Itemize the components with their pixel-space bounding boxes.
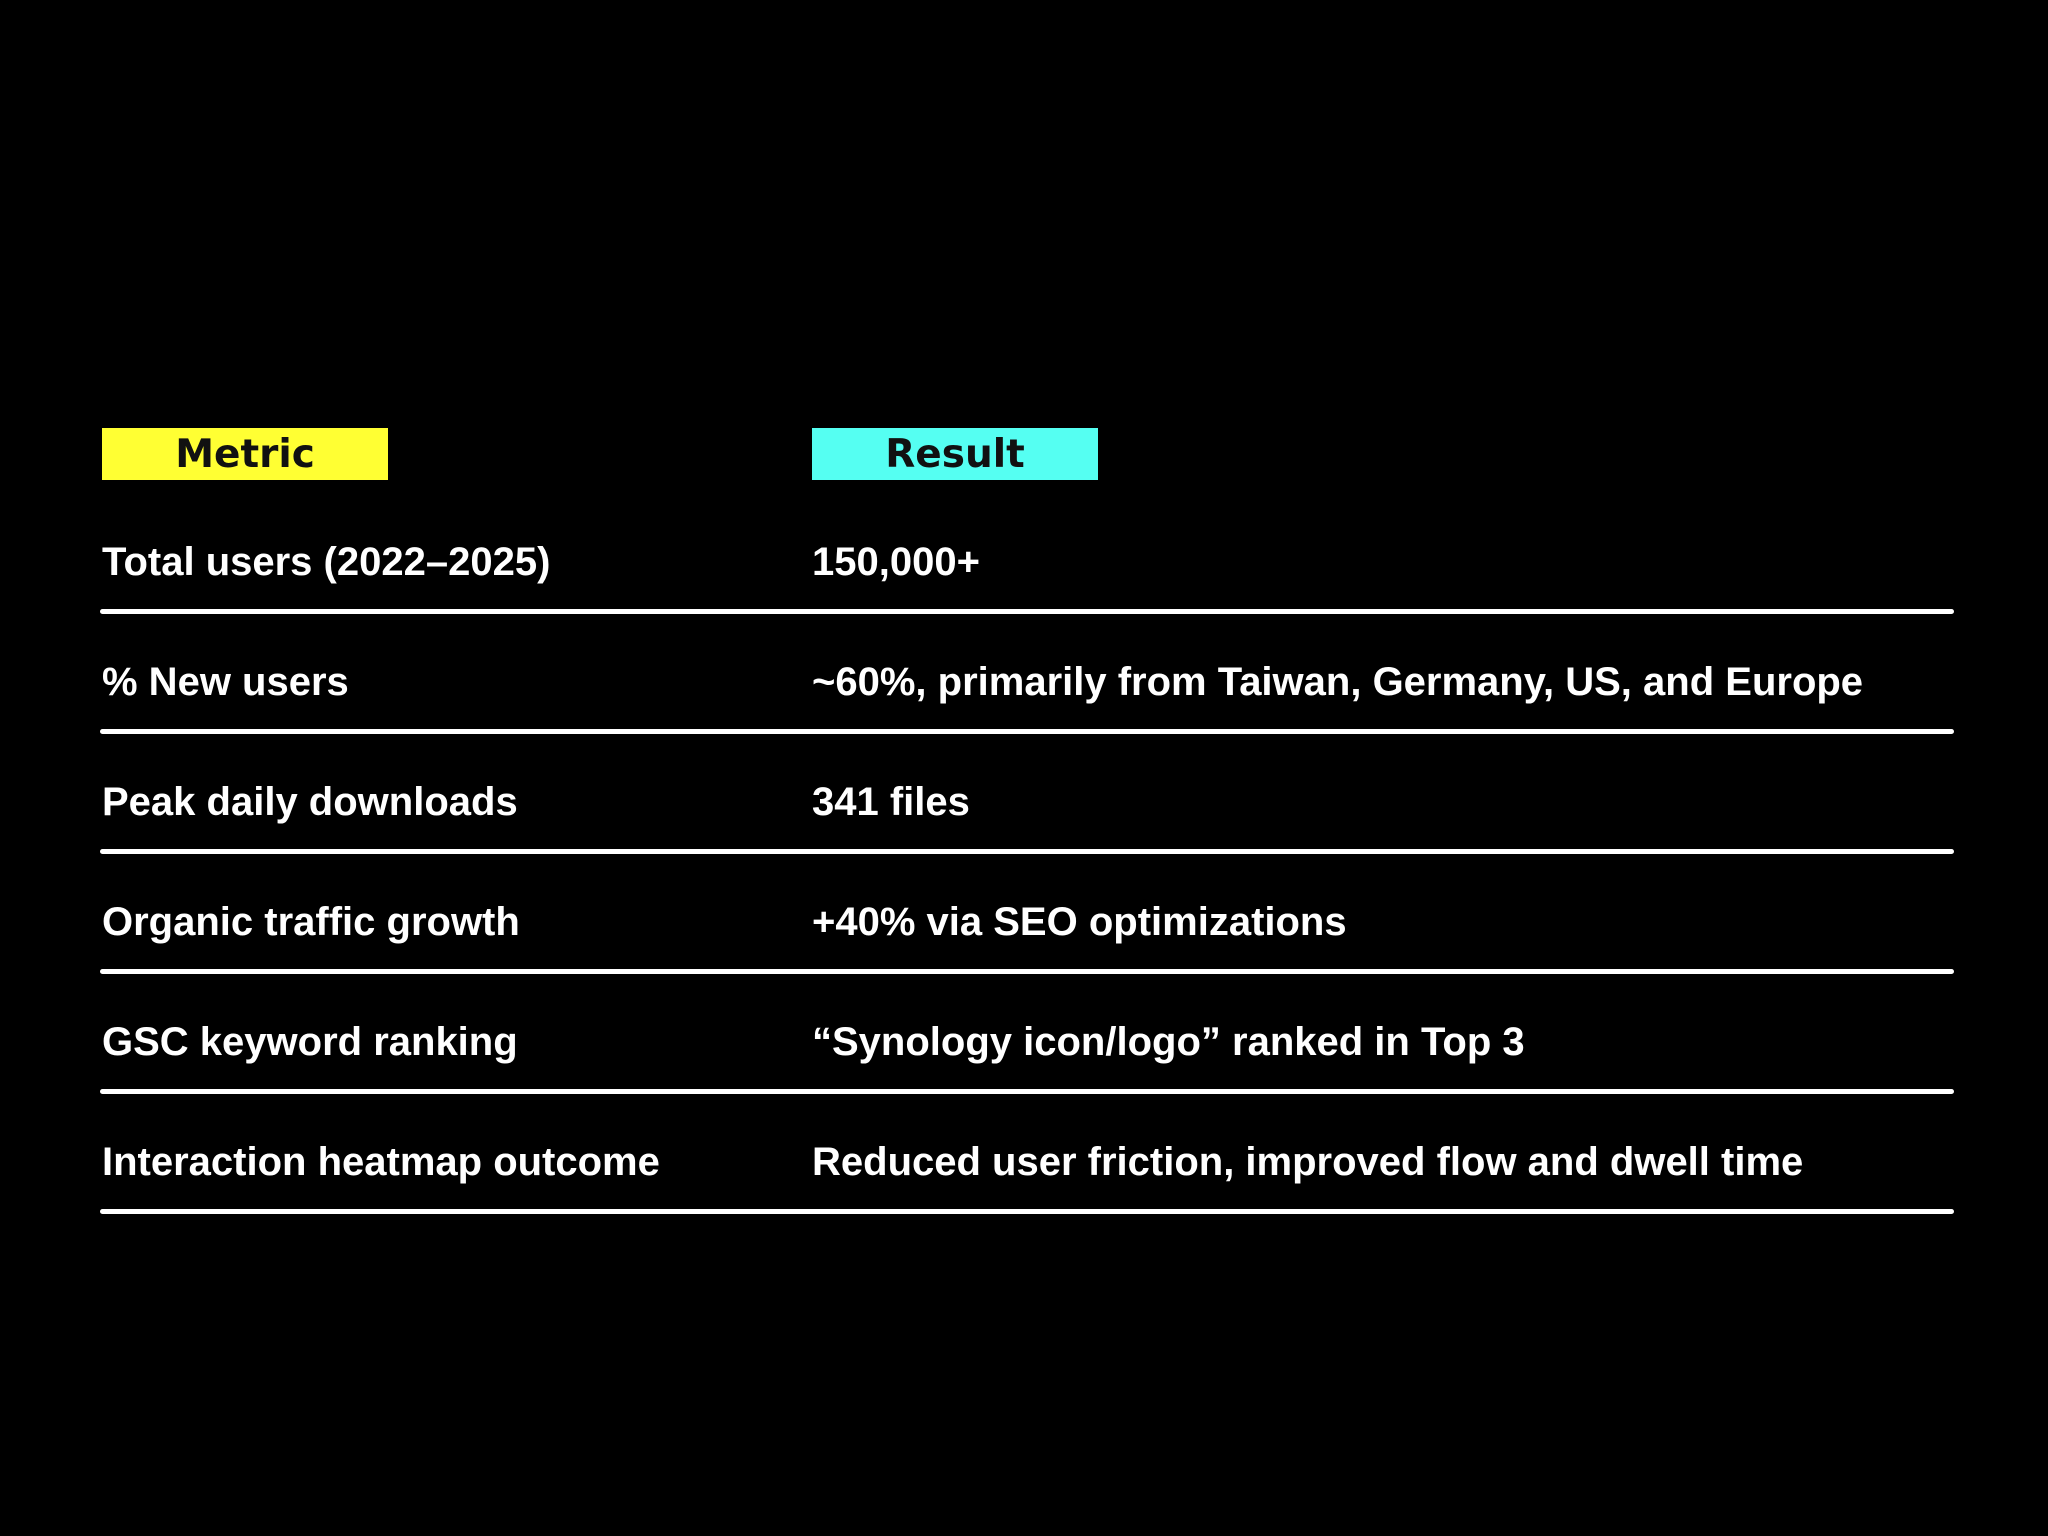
metric-cell: GSC keyword ranking bbox=[102, 1020, 518, 1064]
metric-cell: Interaction heatmap outcome bbox=[102, 1140, 660, 1184]
row-divider bbox=[100, 1089, 1954, 1094]
table-row: Total users (2022–2025) 150,000+ bbox=[100, 515, 1954, 635]
table-row: GSC keyword ranking “Synology icon/logo”… bbox=[100, 995, 1954, 1115]
row-divider bbox=[100, 849, 1954, 854]
result-cell: +40% via SEO optimizations bbox=[812, 900, 1347, 944]
row-divider bbox=[100, 1209, 1954, 1214]
table-row: % New users ~60%, primarily from Taiwan,… bbox=[100, 635, 1954, 755]
metric-cell: Organic traffic growth bbox=[102, 900, 520, 944]
table-row: Peak daily downloads 341 files bbox=[100, 755, 1954, 875]
metric-cell: Total users (2022–2025) bbox=[102, 540, 551, 584]
table-body: Total users (2022–2025) 150,000+ % New u… bbox=[100, 515, 1954, 1235]
table-row: Organic traffic growth +40% via SEO opti… bbox=[100, 875, 1954, 995]
table-header-row: Metric Result bbox=[100, 428, 1954, 480]
row-divider bbox=[100, 729, 1954, 734]
row-divider bbox=[100, 609, 1954, 614]
metric-column-header: Metric bbox=[102, 428, 388, 480]
metric-cell: Peak daily downloads bbox=[102, 780, 518, 824]
metrics-table: Metric Result Total users (2022–2025) 15… bbox=[100, 428, 1954, 1214]
row-divider bbox=[100, 969, 1954, 974]
result-cell: Reduced user friction, improved flow and… bbox=[812, 1140, 1804, 1184]
table-row: Interaction heatmap outcome Reduced user… bbox=[100, 1115, 1954, 1235]
result-cell: “Synology icon/logo” ranked in Top 3 bbox=[812, 1020, 1525, 1064]
result-cell: 150,000+ bbox=[812, 540, 980, 584]
result-cell: 341 files bbox=[812, 780, 970, 824]
metric-cell: % New users bbox=[102, 660, 349, 704]
result-cell: ~60%, primarily from Taiwan, Germany, US… bbox=[812, 660, 1864, 704]
result-column-header: Result bbox=[812, 428, 1098, 480]
